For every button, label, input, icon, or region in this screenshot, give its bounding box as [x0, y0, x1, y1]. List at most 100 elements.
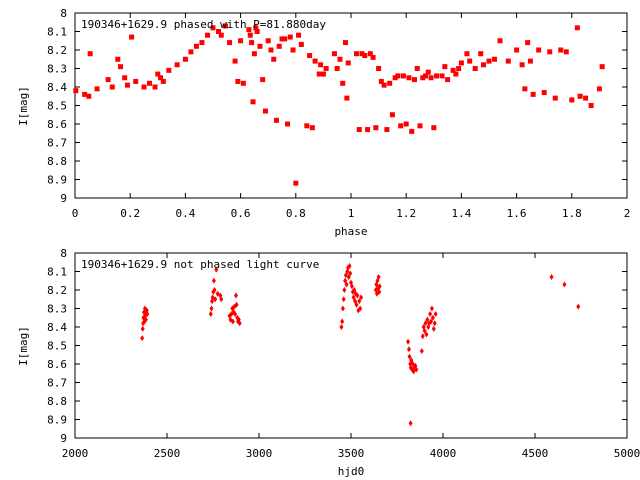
data-point: [428, 75, 434, 81]
x-tick-label: 3000: [246, 447, 273, 460]
data-point: [235, 78, 241, 84]
data-point: [293, 180, 299, 186]
x-tick-label: 5000: [614, 447, 640, 460]
data-point: [536, 47, 542, 53]
data-point: [569, 97, 575, 103]
data-point: [574, 25, 580, 31]
x-axis-label: hjd0: [338, 465, 365, 478]
x-tick-label: 1.8: [562, 207, 582, 220]
data-point: [456, 66, 462, 71]
data-point: [86, 93, 92, 99]
data-point: [431, 325, 436, 332]
phased-light-curve-panel: 0 0.2 0.4 0.6 0.8 1 1.2 1.4 1.6 1.8 2 8 8.1 8.2 8.3 8.4…: [17, 7, 630, 238]
x-tick-label: 2: [624, 207, 631, 220]
data-point: [406, 346, 411, 353]
data-point: [453, 71, 459, 77]
data-point: [395, 73, 401, 79]
data-point: [147, 80, 153, 86]
data-point: [296, 32, 302, 38]
data-point: [87, 51, 93, 57]
data-point: [307, 53, 313, 59]
data-point: [232, 58, 238, 64]
y-tick-label: 8.9: [47, 414, 67, 427]
data-point: [547, 49, 553, 55]
plot-frame: [74, 12, 628, 199]
data-point: [563, 49, 569, 55]
data-point: [588, 103, 594, 108]
y-tick-label: 8.7: [47, 377, 67, 390]
data-point: [339, 324, 344, 330]
data-point: [596, 86, 602, 92]
data-point: [480, 62, 486, 68]
data-point: [209, 305, 214, 312]
data-point: [378, 78, 384, 84]
data-point: [210, 25, 216, 31]
data-point: [105, 77, 111, 83]
data-point: [82, 91, 88, 97]
unphased-light-curve-panel: 2000 2500 3000 3500 4000 4500 5000 8 8.1 8.2 8.3 8.…: [17, 247, 640, 478]
data-point: [212, 287, 217, 293]
data-point: [530, 91, 536, 97]
data-point: [478, 51, 484, 57]
data-point: [312, 58, 318, 64]
data-point: [411, 77, 417, 83]
data-point: [257, 43, 263, 49]
data-point: [519, 62, 525, 68]
data-point: [240, 80, 246, 86]
data-point: [250, 99, 256, 105]
data-point: [357, 298, 362, 305]
data-point: [429, 318, 434, 325]
chart-title: 190346+1629.9 phased with P=81.880day: [81, 18, 326, 31]
data-point: [562, 281, 567, 288]
y-tick-label: 8.7: [47, 137, 67, 150]
data-point: [527, 58, 533, 64]
y-tick-label: 8: [60, 247, 67, 260]
data-point: [340, 318, 345, 325]
data-point: [445, 77, 451, 83]
data-point: [420, 75, 426, 81]
y-axis-label: I[mag]: [17, 326, 30, 366]
data-point: [233, 311, 238, 318]
data-point: [497, 38, 503, 44]
data-point: [370, 54, 376, 60]
data-point: [358, 305, 363, 312]
data-point: [384, 127, 390, 133]
data-point: [376, 274, 381, 281]
data-point: [365, 127, 371, 133]
y-tick-label: 8.3: [47, 63, 67, 76]
data-point: [188, 49, 194, 55]
data-point: [268, 47, 274, 53]
data-point: [583, 95, 589, 101]
data-point: [576, 303, 581, 310]
data-point: [340, 80, 346, 86]
data-point: [359, 294, 364, 301]
x-tick-label: 1.4: [451, 207, 471, 220]
data-point: [337, 56, 343, 62]
data-point: [279, 36, 285, 42]
x-tick-label: 0.6: [231, 207, 251, 220]
data-point: [414, 66, 420, 71]
data-point: [282, 36, 288, 42]
data-point: [214, 266, 219, 273]
data-point: [428, 311, 433, 318]
data-point: [340, 305, 345, 312]
data-point: [492, 56, 498, 62]
data-point: [417, 123, 423, 129]
data-point: [464, 51, 470, 57]
data-point: [174, 62, 180, 68]
data-point: [234, 292, 238, 299]
data-point: [376, 66, 382, 71]
x-tick-label: 0: [72, 207, 79, 220]
y-tick-label: 8.8: [47, 395, 67, 408]
y-tick-label: 8.4: [47, 321, 67, 334]
y-tick-label: 8: [60, 7, 67, 20]
data-point: [238, 38, 244, 44]
data-point: [204, 32, 210, 38]
data-point: [525, 40, 531, 46]
data-point: [323, 66, 329, 71]
data-point: [419, 348, 424, 355]
data-point: [406, 338, 411, 345]
data-point: [362, 53, 368, 59]
chart-title: 190346+1629.9 not phased light curve: [81, 258, 319, 271]
